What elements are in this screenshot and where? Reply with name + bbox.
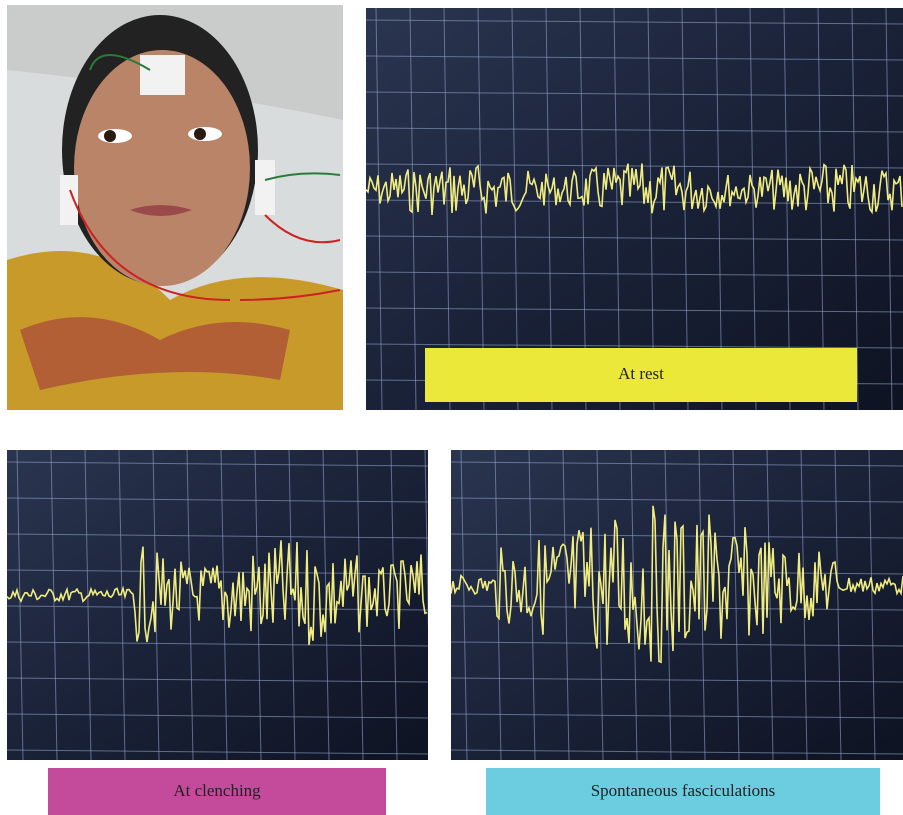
panel-label: At clenching [173, 781, 261, 800]
screen-bg [7, 450, 428, 760]
screen [7, 450, 431, 760]
screen-bg [451, 450, 903, 760]
patient-photo [7, 5, 343, 410]
panel-label: At rest [618, 364, 664, 383]
panel-label: Spontaneous fasciculations [591, 781, 776, 800]
figure: At rest At clenching Spontaneous fascicu… [0, 0, 903, 815]
screen [451, 450, 903, 760]
page: At rest At clenching Spontaneous fascicu… [0, 0, 903, 815]
